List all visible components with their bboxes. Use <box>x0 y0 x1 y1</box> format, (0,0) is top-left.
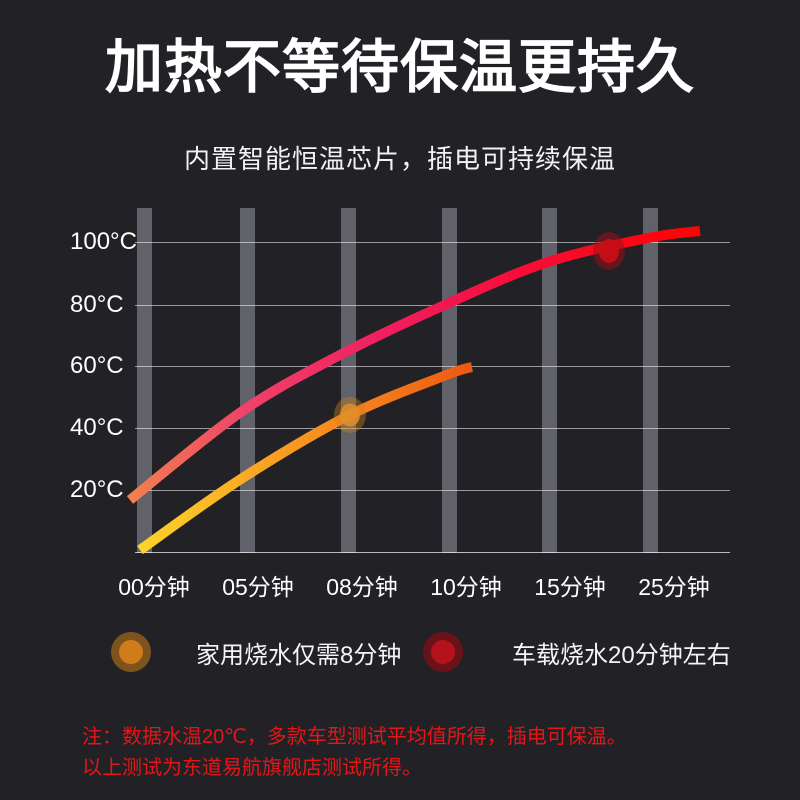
legend-label-home: 家用烧水仅需8分钟 <box>196 641 402 669</box>
x-tick-label: 25分钟 <box>638 574 710 600</box>
y-tick-label: 100°C <box>70 228 137 255</box>
grid-bar <box>442 208 457 553</box>
home-marker-dot <box>340 403 360 427</box>
grid-bar <box>542 208 557 553</box>
y-tick-label: 20°C <box>70 476 124 503</box>
gridline-20c <box>135 490 730 491</box>
y-tick-label: 40°C <box>70 414 124 441</box>
grid-bar <box>643 208 658 553</box>
x-tick-label: 00分钟 <box>118 574 190 600</box>
legend-item-home: 家用烧水仅需8分钟 <box>111 632 401 672</box>
car-legend-dot-icon <box>423 632 463 672</box>
gridline-60c <box>135 366 730 367</box>
grid-bar <box>341 208 356 553</box>
home-curve <box>137 362 473 555</box>
footnote-line-1: 注：数据水温20℃，多款车型测试平均值所得，插电可保温。 <box>82 726 627 748</box>
x-tick-label: 15分钟 <box>534 574 606 600</box>
car-marker-dot <box>599 239 619 263</box>
car-legend-dot-core <box>431 640 455 664</box>
footnote: 注：数据水温20℃，多款车型测试平均值所得，插电可保温。 以上测试为东道易航旗舰… <box>82 722 627 784</box>
grid-bar <box>137 208 152 553</box>
y-tick-label: 80°C <box>70 291 124 318</box>
page-subtitle: 内置智能恒温芯片，插电可持续保温 <box>183 144 616 174</box>
gridline-100c <box>135 242 730 243</box>
legend-label-car: 车载烧水20分钟左右 <box>512 641 731 669</box>
home-legend-dot-icon <box>111 632 151 672</box>
x-tick-label: 10分钟 <box>430 574 502 600</box>
x-tick-label: 08分钟 <box>326 574 398 600</box>
car-curve <box>126 226 701 504</box>
legend-item-car: 车载烧水20分钟左右 <box>423 632 731 672</box>
x-tick-label: 05分钟 <box>222 574 294 600</box>
home-legend-dot-core <box>119 640 143 664</box>
y-tick-label: 60°C <box>70 352 124 379</box>
page-title: 加热不等待保温更持久 <box>104 35 695 100</box>
gridline-40c <box>135 428 730 429</box>
footnote-line-2: 以上测试为东道易航旗舰店测试所得。 <box>82 757 422 779</box>
x-axis-line <box>135 552 730 553</box>
